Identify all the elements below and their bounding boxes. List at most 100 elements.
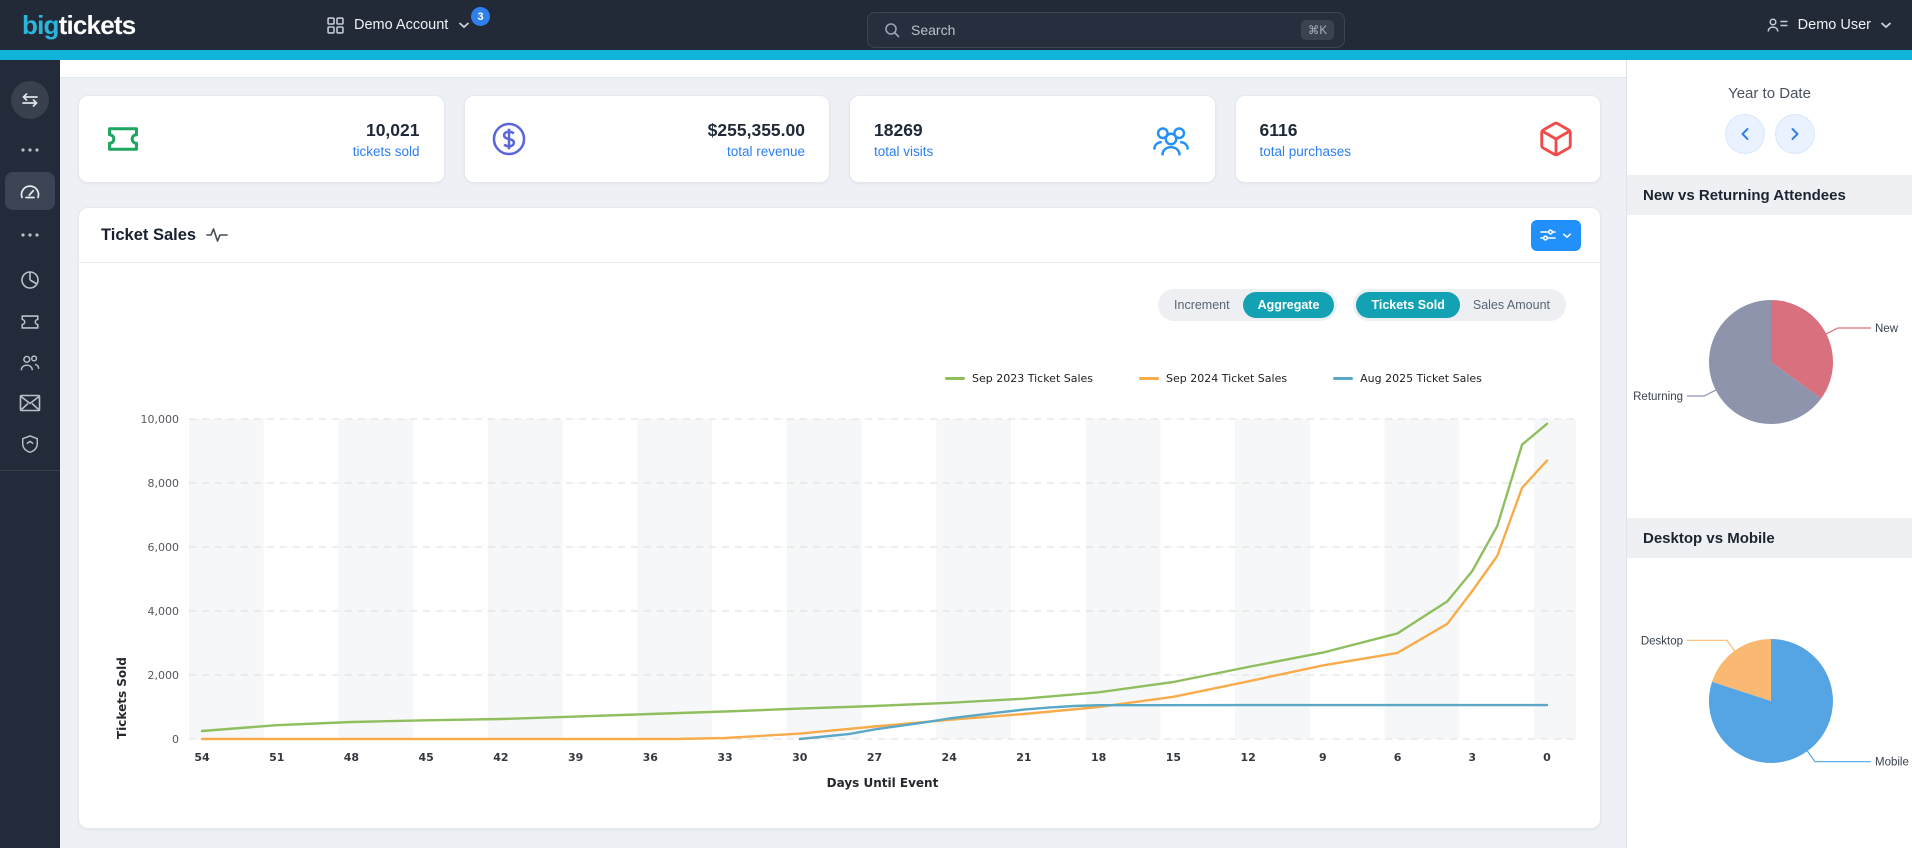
- x-tick-label: 54: [194, 751, 210, 764]
- x-tick-label: 21: [1016, 751, 1031, 764]
- sidebar-item-security[interactable]: [0, 426, 60, 464]
- notification-badge[interactable]: 3: [471, 7, 490, 26]
- pie-slice-label: Mobile: [1875, 757, 1909, 769]
- pie-leader-line: [1825, 327, 1871, 335]
- pie-slice-returning: [1709, 300, 1822, 424]
- x-tick-label: 33: [717, 751, 732, 764]
- sidebar-item-swap[interactable]: [11, 81, 49, 119]
- legend-item-2024[interactable]: Sep 2024 Ticket Sales: [1139, 372, 1287, 385]
- legend-swatch: [1333, 377, 1354, 380]
- stat-card-total-visits: 18269 total visits: [849, 95, 1216, 183]
- x-tick-label: 30: [792, 751, 808, 764]
- plot-band: [1235, 419, 1310, 739]
- pie-slice-desktop: [1712, 639, 1771, 701]
- section-title-attendees: New vs Returning Attendees: [1627, 175, 1912, 215]
- sidebar-item-dashboard[interactable]: [5, 172, 55, 210]
- stat-label-link[interactable]: total visits: [874, 143, 934, 159]
- account-switcher[interactable]: Demo Account: [327, 0, 470, 50]
- x-tick-label: 18: [1091, 751, 1106, 764]
- chart-title: Ticket Sales: [101, 225, 197, 244]
- app-logo[interactable]: big tickets: [22, 0, 136, 50]
- dollar-circle-icon: [489, 119, 529, 159]
- stat-label-link[interactable]: tickets sold: [352, 143, 420, 159]
- y-tick-label: 4,000: [148, 605, 180, 618]
- pie-slice-label: Desktop: [1641, 635, 1683, 647]
- toggle-sales-amount[interactable]: Sales Amount: [1472, 298, 1550, 312]
- y-tick-label: 8,000: [148, 477, 180, 490]
- sidebar-item-more-mid[interactable]: [0, 216, 60, 254]
- x-tick-label: 48: [344, 751, 359, 764]
- right-panel: Year to Date New vs Returning Attendees …: [1626, 60, 1912, 848]
- ellipsis-icon: [21, 148, 39, 152]
- next-period-button[interactable]: [1774, 114, 1815, 154]
- ticket-icon: [103, 119, 143, 159]
- users-icon: [19, 353, 41, 373]
- series-line-0: [200, 422, 1549, 733]
- search-icon: [884, 22, 901, 39]
- sidebar-divider: [0, 470, 60, 471]
- y-tick-label: 6,000: [148, 541, 180, 554]
- chevron-down-icon: [458, 21, 470, 29]
- chart-settings-button[interactable]: [1531, 219, 1581, 251]
- pie-slice-label: New: [1875, 323, 1899, 335]
- activity-pulse-icon: [206, 227, 228, 243]
- sidebar-item-tickets[interactable]: [0, 303, 60, 341]
- series-line-2: [798, 703, 1549, 741]
- x-tick-label: 9: [1319, 751, 1327, 764]
- legend-item-2025[interactable]: Aug 2025 Ticket Sales: [1333, 372, 1482, 385]
- series-line-1: [200, 459, 1549, 741]
- chart-card-header: Ticket Sales: [79, 208, 1600, 263]
- plot-band: [189, 419, 264, 739]
- x-tick-label: 0: [1543, 751, 1551, 764]
- x-tick-label: 15: [1166, 751, 1181, 764]
- top-nav: big tickets Demo Account 3 Search ⌘K: [0, 0, 1912, 50]
- pie-chart-icon: [19, 269, 41, 291]
- pie-slice-mobile: [1708, 639, 1833, 763]
- legend-label: Sep 2023 Ticket Sales: [972, 372, 1094, 385]
- people-group-icon: [1151, 119, 1191, 159]
- stat-label-link[interactable]: total revenue: [726, 143, 805, 159]
- metric-toggle: Tickets Sold Sales Amount: [1353, 289, 1566, 321]
- toggle-tickets-sold[interactable]: Tickets Sold: [1356, 292, 1460, 318]
- x-tick-label: 42: [493, 751, 508, 764]
- ticket-sales-card: Ticket Sales Increment Aggregate Tickets: [78, 207, 1601, 829]
- legend-item-2023[interactable]: Sep 2023 Ticket Sales: [945, 372, 1093, 385]
- chevron-down-icon: [1562, 232, 1572, 239]
- chevron-down-icon: [1880, 21, 1892, 29]
- period-nav: [1627, 114, 1912, 154]
- stat-value: 18269: [874, 119, 923, 140]
- x-tick-label: 24: [942, 751, 958, 764]
- pie-slice-label: Returning: [1633, 391, 1683, 403]
- x-axis-title: Days Until Event: [826, 776, 939, 790]
- sidebar-item-reports[interactable]: [0, 261, 60, 299]
- sliders-icon: [1540, 228, 1557, 242]
- section-title-devices: Desktop vs Mobile: [1627, 518, 1912, 558]
- pie-leader-line: [1806, 750, 1871, 763]
- pie-leader-line: [1687, 639, 1736, 652]
- mode-toggle: Increment Aggregate: [1158, 289, 1338, 321]
- stat-card-total-revenue: $255,355.00 total revenue: [463, 95, 830, 183]
- pie-slice-new: [1771, 300, 1834, 399]
- user-menu[interactable]: Demo User: [1767, 0, 1892, 50]
- y-tick-label: 2,000: [148, 669, 180, 682]
- search-input[interactable]: Search ⌘K: [867, 12, 1345, 48]
- sidebar: [0, 60, 60, 848]
- plot-band: [487, 419, 563, 739]
- x-tick-label: 45: [419, 751, 434, 764]
- previous-period-button[interactable]: [1724, 114, 1765, 154]
- swap-arrows-icon: [21, 93, 39, 107]
- chart-toggles: Increment Aggregate Tickets Sold Sales A…: [1158, 289, 1566, 321]
- plot-band: [637, 419, 713, 739]
- toggle-increment[interactable]: Increment: [1174, 298, 1230, 312]
- y-axis-title: Tickets Sold: [115, 657, 129, 739]
- sidebar-item-more-top[interactable]: [0, 131, 60, 169]
- stat-value: $255,355.00: [707, 119, 805, 140]
- search-shortcut-kbd: ⌘K: [1300, 20, 1334, 40]
- pie-leader-line: [1687, 389, 1717, 397]
- ellipsis-icon: [21, 233, 39, 237]
- toggle-aggregate[interactable]: Aggregate: [1242, 292, 1335, 318]
- sidebar-item-attendees[interactable]: [0, 344, 60, 382]
- stat-label-link[interactable]: total purchases: [1259, 143, 1352, 159]
- sidebar-item-mail[interactable]: [0, 384, 60, 422]
- legend-label: Sep 2024 Ticket Sales: [1166, 372, 1288, 385]
